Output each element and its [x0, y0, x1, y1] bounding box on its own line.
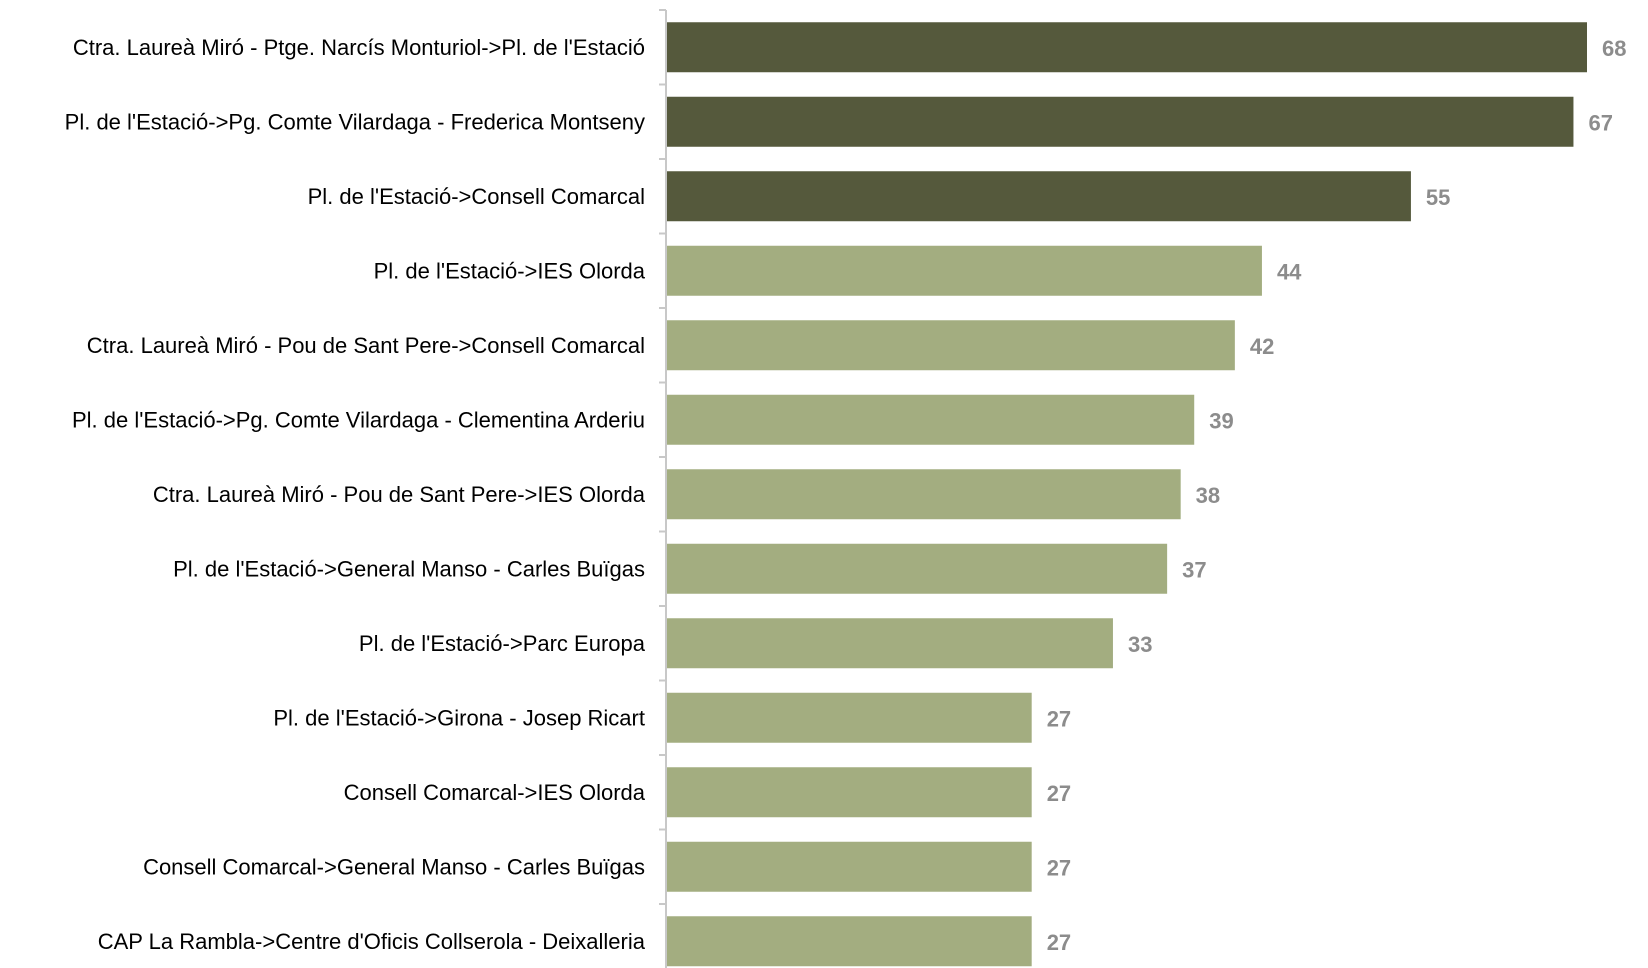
bar	[666, 96, 1574, 147]
category-label: Pl. de l'Estació->IES Olorda	[374, 258, 646, 283]
value-label: 44	[1277, 259, 1302, 284]
bar	[666, 841, 1032, 892]
value-label: 38	[1196, 483, 1220, 508]
value-label: 27	[1047, 781, 1071, 806]
value-label: 42	[1250, 334, 1274, 359]
bar	[666, 618, 1113, 669]
category-label: Ctra. Laureà Miró - Ptge. Narcís Monturi…	[73, 35, 645, 60]
value-label: 39	[1209, 408, 1233, 433]
bars-group	[666, 22, 1587, 967]
value-label: 68	[1602, 36, 1626, 61]
bar	[666, 767, 1032, 818]
bar	[666, 22, 1587, 73]
value-label: 37	[1182, 557, 1206, 582]
bar	[666, 245, 1262, 296]
y-axis	[659, 9, 667, 968]
bar	[666, 543, 1168, 594]
value-label: 67	[1588, 110, 1612, 135]
category-label: Pl. de l'Estació->Pg. Comte Vilardaga - …	[72, 407, 645, 432]
category-label: Pl. de l'Estació->Pg. Comte Vilardaga - …	[65, 109, 645, 134]
bar	[666, 469, 1181, 520]
category-labels: Ctra. Laureà Miró - Ptge. Narcís Monturi…	[65, 35, 646, 954]
bar	[666, 692, 1032, 743]
value-label: 27	[1047, 930, 1071, 955]
category-label: Pl. de l'Estació->Parc Europa	[359, 631, 646, 656]
bar	[666, 320, 1235, 371]
bar	[666, 171, 1411, 222]
category-label: Pl. de l'Estació->Consell Comarcal	[308, 184, 645, 209]
bar	[666, 916, 1032, 967]
category-label: CAP La Rambla->Centre d'Oficis Collserol…	[98, 929, 646, 954]
value-label: 33	[1128, 632, 1152, 657]
value-label: 55	[1426, 185, 1450, 210]
bar	[666, 394, 1195, 445]
value-labels: 68 67 55 44 42 39 38 37 33 27 27 27 27	[1047, 36, 1627, 955]
category-label: Consell Comarcal->General Manso - Carles…	[143, 854, 645, 879]
category-label: Pl. de l'Estació->Girona - Josep Ricart	[273, 705, 645, 730]
value-label: 27	[1047, 855, 1071, 880]
value-label: 27	[1047, 706, 1071, 731]
category-label: Consell Comarcal->IES Olorda	[344, 780, 646, 805]
category-label: Ctra. Laureà Miró - Pou de Sant Pere->Co…	[87, 333, 645, 358]
category-label: Pl. de l'Estació->General Manso - Carles…	[173, 556, 645, 581]
category-label: Ctra. Laureà Miró - Pou de Sant Pere->IE…	[153, 482, 646, 507]
